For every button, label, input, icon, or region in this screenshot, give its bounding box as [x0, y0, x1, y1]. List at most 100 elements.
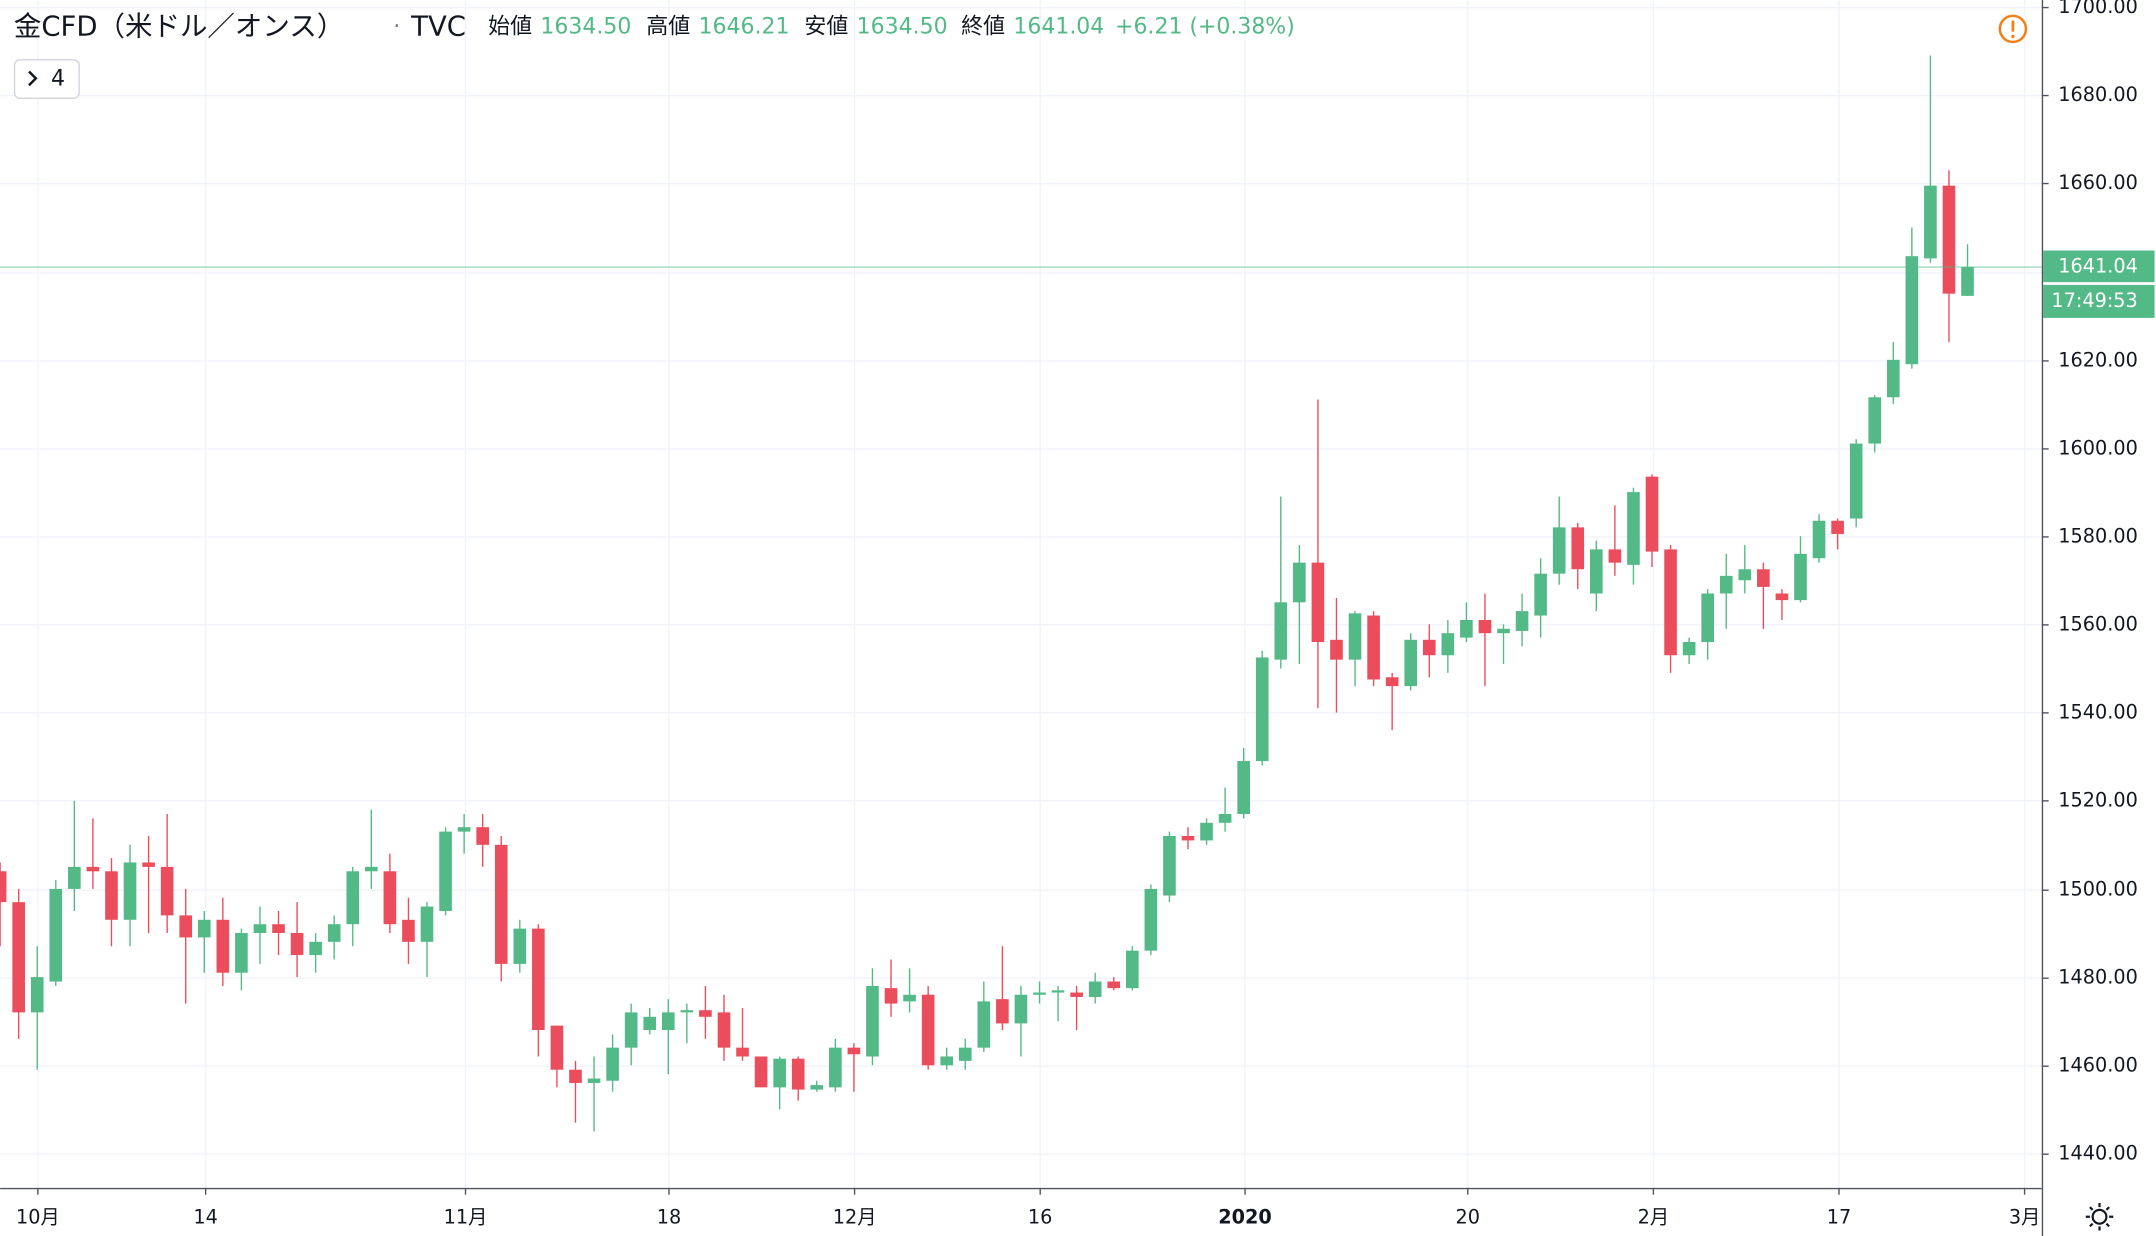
candle-body — [1794, 553, 1807, 601]
candle-body — [142, 862, 155, 867]
y-tick-label: 1520.00 — [2058, 788, 2138, 811]
x-tick-label: 10月 — [16, 1206, 60, 1229]
candle-body — [1014, 994, 1028, 1024]
gear-center — [2091, 1208, 2108, 1225]
countdown-label: 17:49:53 — [2051, 289, 2137, 312]
candle-body — [1664, 549, 1677, 656]
candle-body — [86, 866, 100, 872]
candle-body — [1218, 813, 1232, 823]
candles — [0, 55, 2042, 1132]
candle-body — [272, 924, 285, 934]
candle-body — [216, 919, 230, 973]
candle-body — [365, 866, 378, 872]
candle-body — [1608, 549, 1622, 563]
candle-body — [160, 866, 174, 916]
y-tick-label: 1460.00 — [2058, 1054, 2138, 1077]
candle-body — [1070, 992, 1083, 997]
y-tick-label: 1440.00 — [2058, 1142, 2138, 1165]
candle-body — [513, 928, 527, 964]
candle-body — [940, 1056, 954, 1066]
candle-body — [0, 871, 7, 903]
candle-body — [420, 906, 434, 942]
candle-body — [1571, 527, 1585, 570]
toggle-button[interactable] — [13, 59, 80, 99]
candle-body — [1552, 527, 1566, 574]
candle-body — [736, 1047, 749, 1057]
x-tick-label: 16 — [1028, 1206, 1052, 1229]
low-label: 安値 — [804, 14, 848, 39]
candle-body — [439, 831, 452, 911]
candle-body — [253, 924, 267, 934]
candle-body — [624, 1012, 638, 1048]
candle-body — [1051, 990, 1065, 993]
candle-body — [1627, 492, 1640, 565]
candle-body — [1274, 602, 1288, 660]
candle-body — [550, 1025, 564, 1070]
alert-icon[interactable] — [1998, 14, 2028, 44]
candle-body — [346, 871, 360, 925]
y-tick-label: 1480.00 — [2058, 966, 2138, 989]
candle-body — [884, 988, 898, 1004]
y-tick-label: 1500.00 — [2058, 878, 2138, 901]
x-tick-label: 12月 — [833, 1206, 877, 1229]
candle-body — [179, 915, 193, 938]
alert-dot — [2011, 34, 2015, 39]
symbol-title: 金CFD（米ドル／オンス） — [14, 10, 344, 42]
candle-body — [996, 999, 1009, 1024]
indicators-toggle[interactable]: 4 — [13, 59, 80, 99]
candle-body — [847, 1047, 861, 1055]
candle-body — [457, 827, 471, 832]
candle-body — [606, 1047, 619, 1081]
y-tick-label: 1700.00 — [2058, 0, 2138, 18]
candle-body — [235, 933, 248, 973]
candle-body — [402, 919, 415, 942]
candle-body — [1255, 657, 1269, 762]
candle-body — [1849, 443, 1863, 519]
x-tick-label: 3月 — [2009, 1206, 2040, 1229]
candle-body — [1163, 836, 1176, 896]
candle-body — [105, 871, 118, 920]
candle-body — [532, 928, 545, 1031]
candle-body — [1812, 520, 1826, 559]
candle-body — [123, 862, 137, 920]
candle-body — [327, 924, 341, 942]
candle-body — [1905, 256, 1919, 365]
chevron-icon — [28, 70, 38, 87]
candle-body — [1200, 822, 1213, 841]
separator: · — [393, 14, 400, 39]
candle-body — [1311, 562, 1325, 643]
candle-body — [383, 871, 397, 925]
price-tag — [2043, 250, 2155, 283]
candle-body — [661, 1012, 675, 1031]
candle-body — [1460, 619, 1473, 638]
candle-body — [1497, 628, 1510, 634]
candle-body — [569, 1069, 582, 1083]
change-percent: (+0.38%) — [1189, 14, 1294, 39]
y-tick-label: 1660.00 — [2058, 171, 2138, 194]
candle-body — [49, 888, 63, 982]
candle-body — [197, 919, 211, 938]
candle-body — [1033, 992, 1046, 995]
candle-body — [1961, 267, 1974, 296]
candle-body — [754, 1056, 768, 1088]
candle-body — [1385, 677, 1399, 687]
candle-body — [1719, 575, 1733, 594]
price-tag-label: 1641.04 — [2058, 255, 2138, 278]
candle-body — [958, 1047, 972, 1061]
open-label: 始値 — [488, 14, 532, 39]
candle-body — [1738, 569, 1752, 581]
high-label: 高値 — [646, 14, 690, 39]
candle-body — [1515, 611, 1529, 631]
x-tick-label: 20 — [1456, 1206, 1480, 1229]
alert-circle — [1998, 14, 2028, 44]
candle-body — [866, 985, 879, 1057]
candle-body — [1701, 593, 1714, 643]
candle-body — [829, 1047, 842, 1088]
x-tick-label: 11月 — [444, 1206, 488, 1229]
candle-body — [1404, 639, 1418, 687]
candle-body — [810, 1085, 824, 1090]
candle-body — [1924, 185, 1937, 259]
